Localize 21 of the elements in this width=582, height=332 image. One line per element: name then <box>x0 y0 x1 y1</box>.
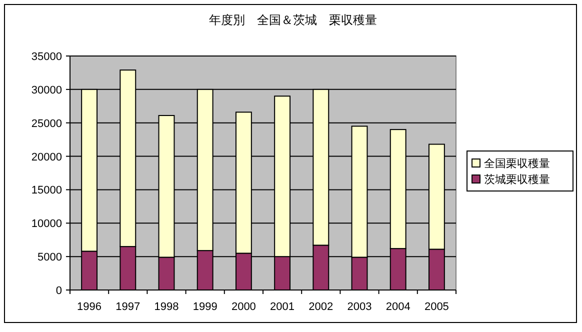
x-tick-label: 1997 <box>116 301 140 313</box>
x-tick-label: 2001 <box>270 301 295 313</box>
x-tick-label: 1998 <box>154 301 179 313</box>
y-tick-label: 5000 <box>38 252 62 264</box>
x-tick-label: 1999 <box>192 301 218 313</box>
y-tick-label: 0 <box>56 285 62 297</box>
y-tick-label: 10000 <box>31 218 62 230</box>
y-tick-label: 35000 <box>31 51 62 63</box>
x-tick-label: 2004 <box>386 301 410 313</box>
title: 年度別 全国＆茨城 栗収穫量 <box>209 13 377 27</box>
y-tick-label: 15000 <box>31 184 62 197</box>
legend-label: 茨城栗収穫量 <box>484 173 550 186</box>
y-tick-label: 25000 <box>31 118 62 130</box>
x-tick-label: 2003 <box>347 301 372 313</box>
x-tick-label: 2000 <box>231 301 256 313</box>
x-tick-label: 2005 <box>424 301 449 313</box>
x-tick-label: 2002 <box>308 301 334 313</box>
y-tick-label: 30000 <box>31 84 62 96</box>
x-tick-label: 1996 <box>77 301 102 313</box>
legend-label: 全国栗収穫量 <box>484 157 550 170</box>
y-tick-label: 20000 <box>31 151 62 164</box>
